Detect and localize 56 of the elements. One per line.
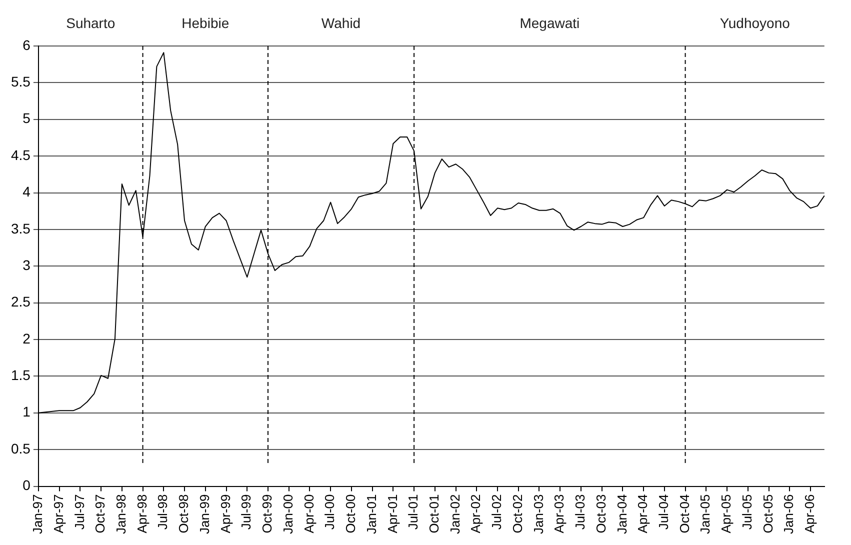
y-tick-label: 3.5 — [10, 220, 31, 236]
x-tick-label: Jul-02 — [489, 494, 504, 530]
x-tick-label: Jan-01 — [364, 494, 379, 534]
x-tick-label: Oct-00 — [343, 494, 358, 534]
x-tick-label: Oct-02 — [510, 494, 525, 534]
x-tick-label: Jan-05 — [698, 494, 713, 534]
x-tick-label: Apr-00 — [301, 494, 316, 534]
x-tick-label: Oct-99 — [260, 494, 275, 534]
x-tick-label: Jul-00 — [322, 494, 338, 530]
x-tick-label: Jul-97 — [72, 494, 87, 530]
x-tick-label: Jul-99 — [238, 494, 254, 530]
text: Yudhoyono — [720, 14, 790, 31]
x-tick-label: Apr-05 — [718, 494, 734, 534]
x-tick-label: Jan-02 — [447, 494, 462, 534]
x-tick-label: Jan-97 — [30, 494, 46, 534]
y-tick-label: 2 — [22, 330, 31, 346]
y-tick-label: 1 — [22, 404, 31, 420]
x-tick-label: Jan-98 — [114, 494, 129, 534]
x-tick-label: Apr-04 — [635, 494, 650, 534]
x-tick-label: Apr-98 — [134, 494, 150, 534]
text: Megawati — [520, 14, 580, 31]
y-tick-label: 0 — [22, 477, 31, 494]
text: Suharto — [66, 14, 116, 31]
x-tick-label: Oct-97 — [92, 494, 108, 534]
x-tick-label: Oct-05 — [760, 494, 776, 534]
x-tick-label: Oct-98 — [176, 494, 192, 534]
x-tick-label: Oct-04 — [676, 494, 692, 534]
y-tick-label: 6 — [22, 36, 31, 53]
x-tick-label: Apr-97 — [50, 494, 66, 534]
text: Wahid — [321, 14, 361, 31]
x-tick-label: Apr-03 — [552, 494, 567, 534]
y-tick-label: 4 — [22, 184, 31, 200]
x-tick-label: Jan-06 — [781, 494, 796, 534]
y-tick-label: 5 — [22, 110, 31, 126]
x-tick-label: Jan-04 — [614, 494, 630, 534]
x-tick-label: Oct-01 — [426, 494, 442, 534]
x-tick-label: Jul-03 — [572, 494, 588, 530]
y-tick-label: 0.5 — [10, 440, 31, 456]
x-tick-label: Jul-05 — [739, 494, 754, 530]
y-tick-label: 1.5 — [10, 367, 31, 384]
x-tick-label: Apr-06 — [802, 494, 818, 534]
text: Hebibie — [182, 14, 230, 31]
x-tick-label: Jan-03 — [530, 494, 546, 534]
x-tick-label: Jul-01 — [406, 494, 421, 530]
y-tick-label: 3 — [22, 256, 31, 273]
x-tick-label: Apr-01 — [384, 494, 400, 534]
x-tick-label: Apr-99 — [218, 494, 233, 534]
x-tick-label: Jul-98 — [155, 494, 170, 530]
y-tick-label: 4.5 — [10, 146, 31, 163]
y-tick-label: 2.5 — [10, 294, 31, 310]
x-tick-label: Apr-02 — [468, 494, 484, 534]
x-tick-label: Jan-00 — [280, 494, 296, 534]
x-tick-label: Oct-03 — [593, 494, 608, 534]
y-tick-label: 5.5 — [10, 74, 31, 90]
x-tick-label: Jul-04 — [656, 494, 672, 530]
x-tick-label: Jan-99 — [196, 494, 212, 534]
